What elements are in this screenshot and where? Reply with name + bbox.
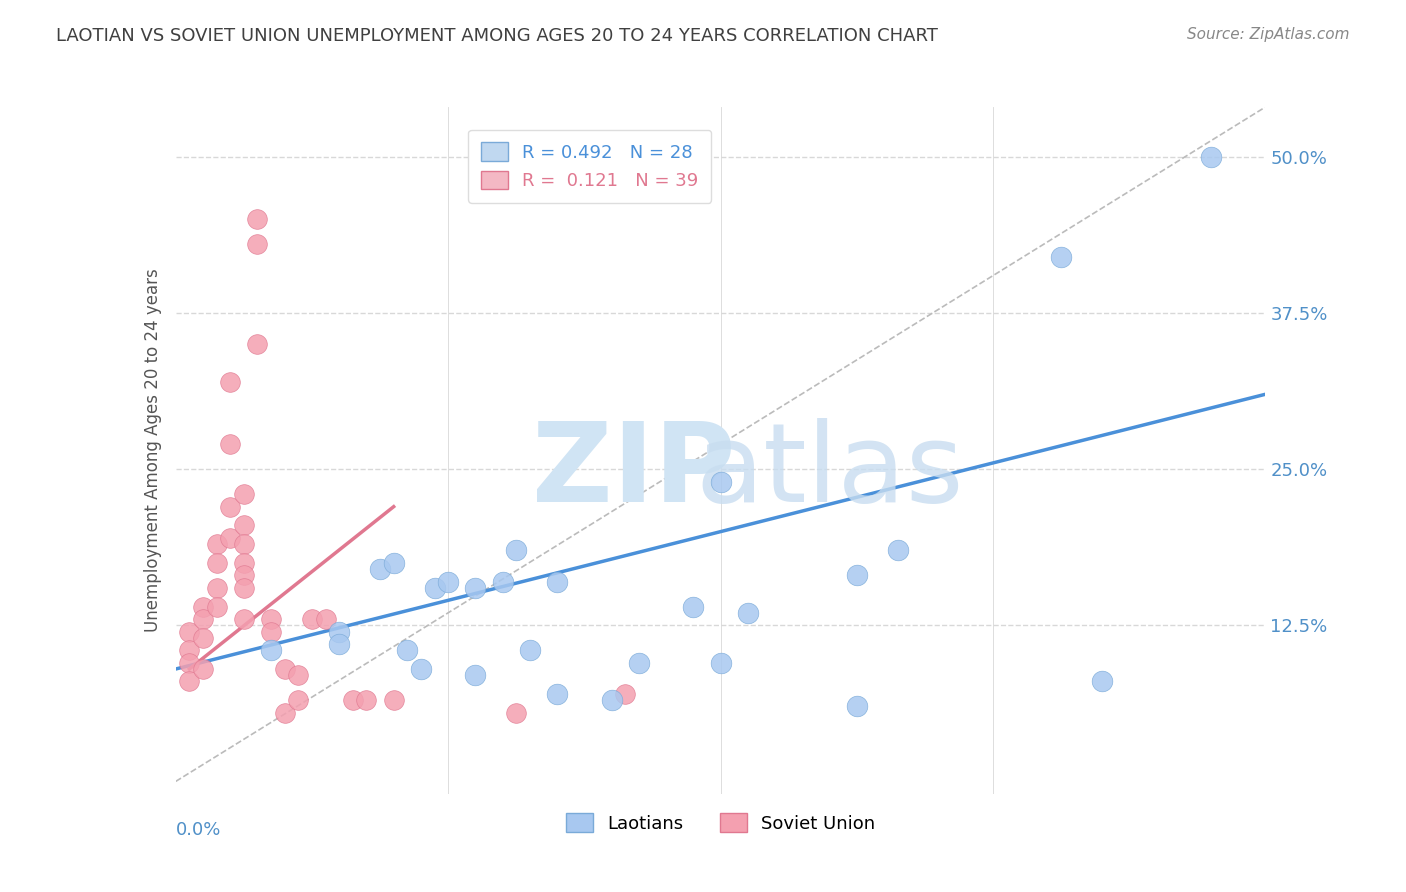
Point xyxy=(260,643,283,657)
Point xyxy=(246,212,269,227)
Point xyxy=(1091,674,1114,689)
Point xyxy=(232,556,254,570)
Point xyxy=(179,674,201,689)
Point xyxy=(437,574,460,589)
Point xyxy=(682,599,704,614)
Point xyxy=(710,475,733,489)
Point xyxy=(191,612,214,626)
Point xyxy=(232,581,254,595)
Text: ZIP: ZIP xyxy=(531,417,735,524)
Point xyxy=(287,668,309,682)
Point xyxy=(423,581,446,595)
Point xyxy=(464,581,486,595)
Point xyxy=(614,687,637,701)
Legend: Laotians, Soviet Union: Laotians, Soviet Union xyxy=(558,806,883,839)
Point xyxy=(546,574,568,589)
Point xyxy=(191,662,214,676)
Point xyxy=(219,500,242,514)
Point xyxy=(232,612,254,626)
Point xyxy=(328,624,350,639)
Point xyxy=(342,693,364,707)
Text: atlas: atlas xyxy=(696,417,963,524)
Point xyxy=(219,375,242,389)
Y-axis label: Unemployment Among Ages 20 to 24 years: Unemployment Among Ages 20 to 24 years xyxy=(143,268,162,632)
Point xyxy=(737,606,759,620)
Point xyxy=(260,624,283,639)
Point xyxy=(315,612,337,626)
Point xyxy=(205,537,228,551)
Point xyxy=(492,574,515,589)
Point xyxy=(845,568,868,582)
Text: 0.0%: 0.0% xyxy=(176,822,221,839)
Point xyxy=(274,662,297,676)
Point xyxy=(301,612,323,626)
Point xyxy=(179,656,201,670)
Point xyxy=(356,693,378,707)
Point xyxy=(368,562,391,576)
Point xyxy=(1199,150,1222,164)
Point xyxy=(179,643,201,657)
Point xyxy=(232,537,254,551)
Point xyxy=(546,687,568,701)
Point xyxy=(232,568,254,582)
Point xyxy=(845,699,868,714)
Point xyxy=(886,543,908,558)
Point xyxy=(710,656,733,670)
Point xyxy=(382,693,405,707)
Point xyxy=(328,637,350,651)
Point xyxy=(246,237,269,252)
Point xyxy=(205,556,228,570)
Point xyxy=(519,643,541,657)
Text: LAOTIAN VS SOVIET UNION UNEMPLOYMENT AMONG AGES 20 TO 24 YEARS CORRELATION CHART: LAOTIAN VS SOVIET UNION UNEMPLOYMENT AMO… xyxy=(56,27,938,45)
Point xyxy=(179,624,201,639)
Point xyxy=(287,693,309,707)
Point xyxy=(464,668,486,682)
Point xyxy=(274,706,297,720)
Point xyxy=(219,437,242,451)
Point xyxy=(232,518,254,533)
Point xyxy=(505,706,527,720)
Point xyxy=(205,581,228,595)
Point xyxy=(382,556,405,570)
Point xyxy=(600,693,623,707)
Point xyxy=(396,643,419,657)
Point xyxy=(260,612,283,626)
Point xyxy=(205,599,228,614)
Point xyxy=(246,337,269,351)
Point xyxy=(505,543,527,558)
Point xyxy=(409,662,432,676)
Point xyxy=(191,599,214,614)
Point xyxy=(232,487,254,501)
Point xyxy=(1050,250,1073,264)
Point xyxy=(627,656,650,670)
Point xyxy=(191,631,214,645)
Text: Source: ZipAtlas.com: Source: ZipAtlas.com xyxy=(1187,27,1350,42)
Point xyxy=(219,531,242,545)
